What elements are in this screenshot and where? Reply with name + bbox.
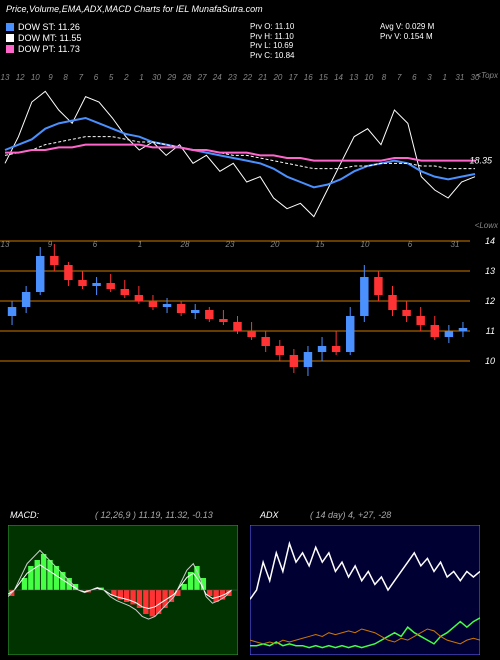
svg-text:13: 13 [349,73,358,82]
prev-l: Prv L: 10.69 [250,41,294,51]
adx-params: ( 14 day) 4, +27, -28 [310,510,391,520]
prev-c: Prv C: 10.84 [250,51,294,61]
svg-text:16: 16 [304,73,313,82]
prev-h: Prv H: 11.10 [250,32,294,42]
prv-v: Prv V: 0.154 M [380,32,434,42]
prev-o: Prv O: 11.10 [250,22,294,32]
svg-text:28: 28 [180,240,190,249]
legend-st-color [6,23,14,31]
legend-pt: DOW PT: 11.73 [6,44,81,54]
svg-text:5: 5 [109,73,114,82]
svg-text:31: 31 [451,240,460,249]
svg-text:10: 10 [485,356,495,366]
svg-text:8: 8 [63,73,68,82]
svg-text:2: 2 [123,73,129,82]
chart-title: Price,Volume,EMA,ADX,MACD Charts for IEL… [6,4,263,14]
svg-text:28: 28 [181,73,191,82]
svg-text:18.35: 18.35 [469,155,493,165]
svg-text:21: 21 [257,73,267,82]
macd-params: ( 12,26,9 ) 11.19, 11.32, -0.13 [95,510,213,520]
adx-label-text: ADX [260,510,279,520]
svg-text:10: 10 [31,73,40,82]
svg-text:1: 1 [442,73,446,82]
svg-text:15: 15 [316,240,325,249]
svg-text:13: 13 [1,240,10,249]
svg-text:12: 12 [16,73,25,82]
svg-text:9: 9 [48,73,53,82]
svg-text:12: 12 [485,296,495,306]
svg-text:7: 7 [397,73,402,82]
svg-text:<Topx: <Topx [476,71,499,80]
avg-v: Avg V: 0.029 M [380,22,434,32]
svg-text:1: 1 [139,73,143,82]
adx-params-text: ( 14 day) 4, +27, -28 [310,510,391,520]
svg-text:20: 20 [270,240,280,249]
macd-label: MACD: [10,510,39,520]
svg-text:20: 20 [272,73,282,82]
svg-text:6: 6 [93,240,98,249]
adx-label: ADX [260,510,279,520]
svg-text:6: 6 [94,73,99,82]
legend-st-label: DOW ST: 11.26 [18,22,80,32]
svg-text:13: 13 [485,266,495,276]
svg-text:6: 6 [412,73,417,82]
svg-text:27: 27 [197,73,207,82]
ema-chart: 1312109876521302928272423222120171615141… [0,70,500,230]
svg-text:29: 29 [166,73,176,82]
svg-text:11: 11 [486,326,495,336]
svg-text:6: 6 [408,240,413,249]
svg-text:8: 8 [382,73,387,82]
legend-mt: DOW MT: 11.55 [6,33,81,43]
macd-label-text: MACD: [10,510,39,520]
svg-text:3: 3 [427,73,432,82]
svg-text:14: 14 [334,73,343,82]
svg-text:31: 31 [455,73,464,82]
svg-text:14: 14 [485,236,495,246]
legend-mt-label: DOW MT: 11.55 [18,33,81,43]
candle-chart: 10 11 12 13 14 13 9 6 1 28 23 20 15 10 6 31 [0,235,500,385]
svg-text:10: 10 [364,73,373,82]
legend-pt-label: DOW PT: 11.73 [18,44,80,54]
svg-text:30: 30 [152,73,161,82]
svg-text:22: 22 [242,73,252,82]
svg-text:10: 10 [361,240,370,249]
legend: DOW ST: 11.26 DOW MT: 11.55 DOW PT: 11.7… [6,22,81,55]
volume-info: Avg V: 0.029 M Prv V: 0.154 M [380,22,434,41]
svg-text:1: 1 [138,240,142,249]
prev-ohlc: Prv O: 11.10 Prv H: 11.10 Prv L: 10.69 P… [250,22,294,60]
svg-text:23: 23 [227,73,237,82]
legend-pt-color [6,45,14,53]
svg-text:15: 15 [319,73,328,82]
svg-text:17: 17 [289,73,298,82]
svg-text:9: 9 [48,240,53,249]
macd-params-text: ( 12,26,9 ) 11.19, 11.32, -0.13 [95,510,213,520]
svg-text:23: 23 [225,240,235,249]
svg-text:13: 13 [1,73,10,82]
macd-chart [8,525,238,655]
adx-chart [250,525,480,655]
svg-text:24: 24 [212,73,222,82]
svg-text:7: 7 [79,73,84,82]
svg-text:<Lowx: <Lowx [475,221,499,230]
legend-mt-color [6,34,14,42]
legend-st: DOW ST: 11.26 [6,22,81,32]
